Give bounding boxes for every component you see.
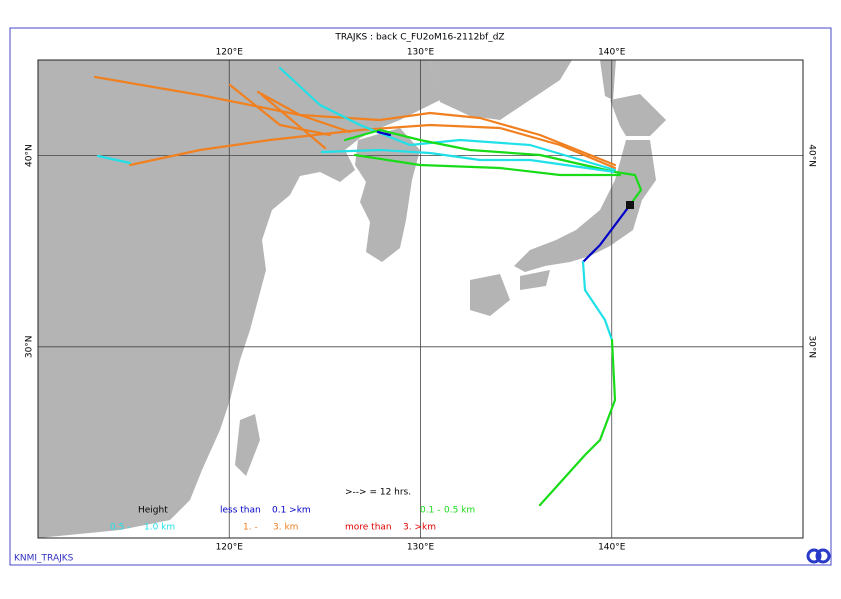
- legend-range-to: 1.0 km: [144, 523, 175, 533]
- footer: KNMI_TRAJKS: [14, 554, 74, 564]
- lat-label-left: 40°N: [25, 144, 35, 167]
- legend-range-from: more than: [345, 523, 392, 533]
- legend-range-from: less than: [220, 506, 261, 516]
- arrow-note: >--> = 12 hrs.: [345, 488, 411, 498]
- lon-label-bottom: 140°E: [598, 543, 626, 553]
- legend: >--> = 12 hrs. Height less than 0.1 >km 0.…: [110, 488, 475, 533]
- map-border: [37, 59, 804, 539]
- lon-label-top: 130°E: [407, 48, 435, 58]
- lat-label-left: 30°N: [25, 335, 35, 358]
- lon-label-top: 140°E: [598, 48, 626, 58]
- trajectories: [93, 66, 643, 507]
- legend-range-to: 3. >km: [403, 523, 436, 533]
- legend-range-to: 3. km: [273, 523, 298, 533]
- lat-label-right: 40°N: [807, 144, 817, 167]
- lon-label-top: 120°E: [216, 48, 244, 58]
- legend-title: Height: [138, 506, 168, 516]
- lon-label-bottom: 120°E: [216, 543, 244, 553]
- legend-range-to: 0.5 km: [444, 506, 475, 516]
- title: TRAJKS : back C_FU2oM16-2112bf_dZ: [334, 33, 504, 43]
- lon-label-bottom: 130°E: [407, 543, 435, 553]
- logo: [806, 548, 831, 564]
- legend-range-to: 0.1 >km: [272, 506, 311, 516]
- lat-label-right: 30°N: [807, 335, 817, 358]
- legend-range-from: 0.1 -: [420, 506, 440, 516]
- legend-range-from: 0.5 -: [110, 523, 130, 533]
- legend-range-from: 1. -: [243, 523, 258, 533]
- graticule: 120°E 120°E 130°E 130°E 140°E 140°E 40°N 40°N 30…: [25, 48, 817, 553]
- frame: [9, 27, 832, 566]
- release-point: [626, 201, 634, 209]
